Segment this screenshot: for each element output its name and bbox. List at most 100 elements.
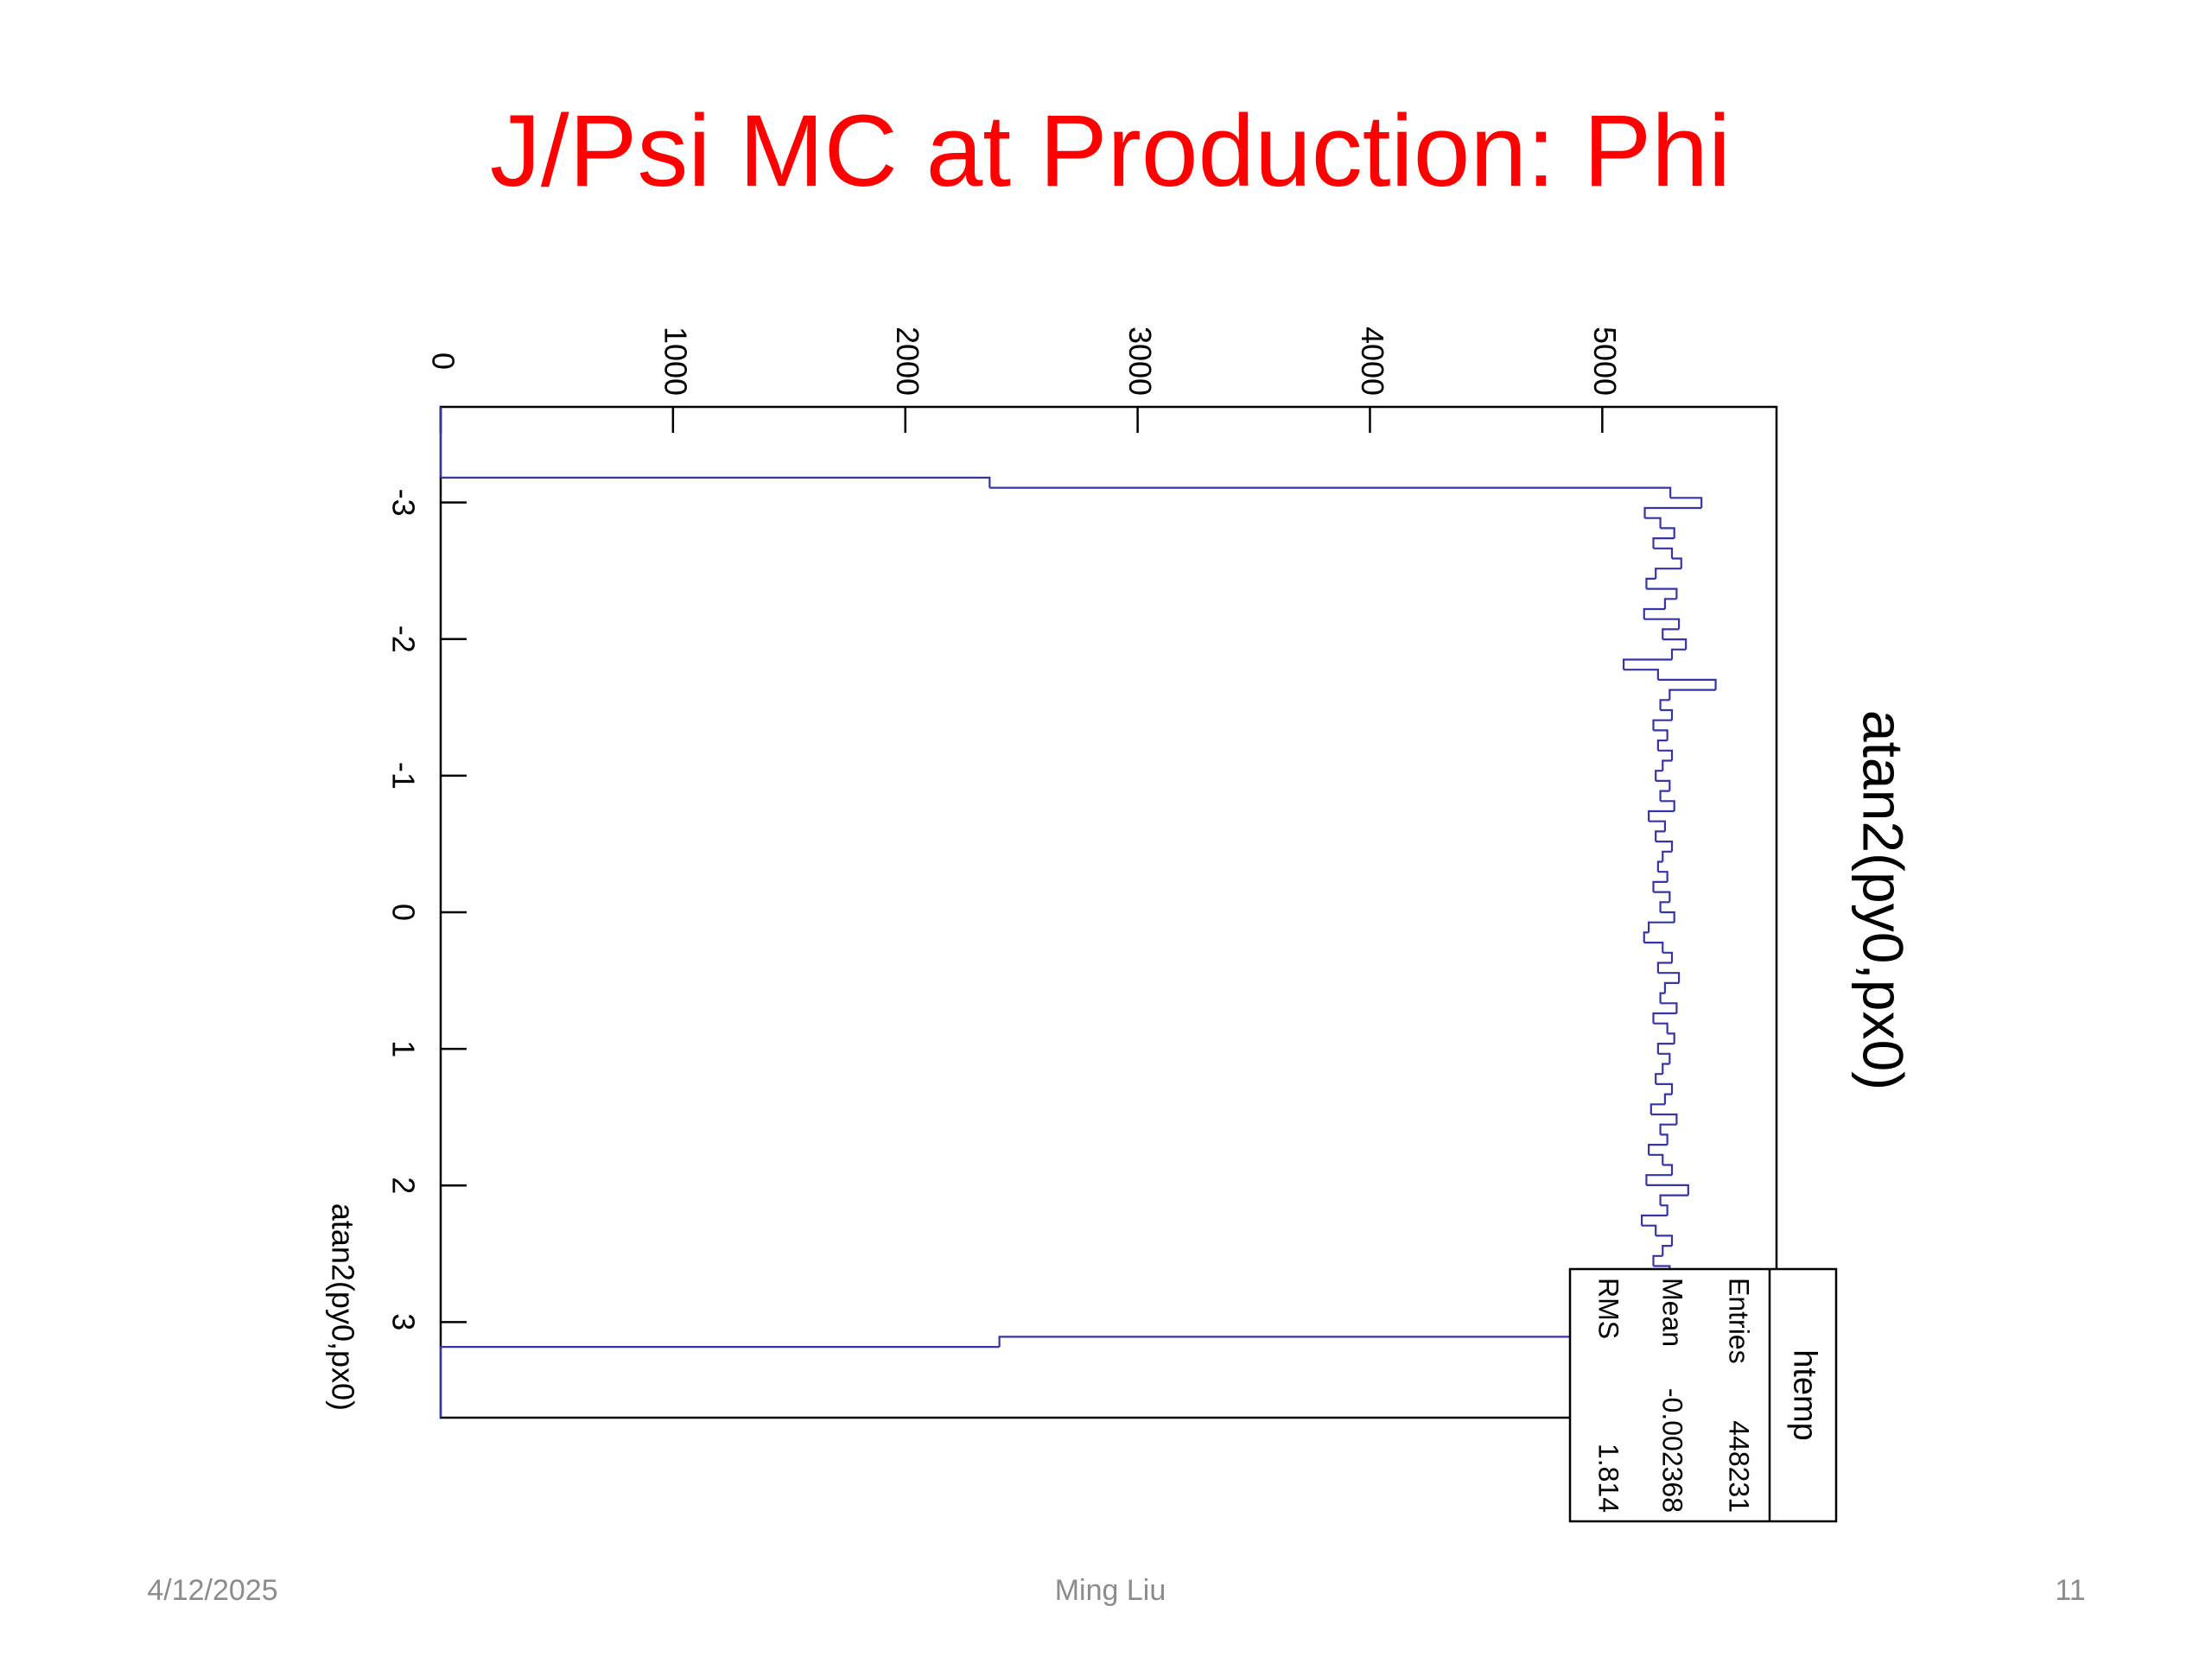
x-tick-label: -1 <box>385 762 421 790</box>
x-tick-label: 0 <box>385 904 421 921</box>
x-tick-label: 2 <box>385 1177 421 1194</box>
histogram-bin <box>1659 790 1670 802</box>
histogram-bin <box>1652 537 1675 549</box>
histogram-bin <box>1662 1245 1673 1256</box>
footer-author: Ming Liu <box>1055 1574 1166 1607</box>
histogram-bin <box>1656 1043 1675 1054</box>
histogram-bin <box>1662 1063 1670 1075</box>
y-tick-label: 0 <box>425 352 461 370</box>
histogram-bin <box>1660 527 1675 539</box>
histogram-bin <box>1672 557 1682 569</box>
y-tick-label: 1000 <box>658 327 693 396</box>
x-tick-label: -3 <box>385 489 421 517</box>
histogram-bin <box>441 476 991 488</box>
stats-label: Mean <box>1657 1278 1688 1347</box>
slide-title: J/Psi MC at Production: Phi <box>490 94 1731 208</box>
histogram-bin <box>1650 1113 1678 1125</box>
histogram-bin <box>1653 547 1674 559</box>
histogram-bin <box>1622 658 1673 670</box>
histogram-bin <box>1652 1012 1677 1024</box>
histogram-bin <box>1642 1224 1657 1236</box>
histogram-bin <box>1657 1052 1671 1064</box>
histogram-bin <box>1655 830 1665 842</box>
histogram-bin <box>1659 992 1665 1004</box>
footer-date: 4/12/2025 <box>147 1574 277 1607</box>
histogram-bin <box>1652 1254 1663 1266</box>
histogram-bin <box>1659 1123 1677 1135</box>
histogram-bin <box>1649 1103 1665 1114</box>
histogram-bin <box>998 1336 1663 1348</box>
x-axis-label: atan2(py0,px0) <box>325 1203 360 1411</box>
histogram-bin <box>1653 1022 1669 1034</box>
histogram-bin <box>989 486 1672 498</box>
histogram-bin <box>1662 759 1673 771</box>
histogram-bin <box>1624 669 1659 680</box>
y-tick-label: 5000 <box>1587 327 1623 396</box>
histogram-bin <box>1656 962 1673 974</box>
histogram-bin <box>1640 1214 1668 1226</box>
histogram-bin <box>1643 607 1665 619</box>
histogram-bin <box>1662 1164 1674 1176</box>
histogram-bin <box>1660 1133 1669 1146</box>
histogram-bin <box>1660 708 1674 720</box>
histogram-bin <box>1667 1032 1675 1044</box>
histogram-bin <box>1662 850 1673 862</box>
histogram-bin <box>1656 1235 1674 1247</box>
stats-box <box>1568 1267 1838 1523</box>
histogram-bin <box>1656 739 1668 751</box>
histogram-bin <box>1663 1093 1673 1105</box>
histogram-bin <box>1646 1184 1689 1196</box>
histogram-bin <box>1643 506 1702 518</box>
histogram-bin <box>1657 749 1674 761</box>
y-tick-label: 2000 <box>890 327 925 396</box>
histogram-bin <box>1660 911 1675 923</box>
stats-label: Entries <box>1724 1278 1755 1364</box>
histogram-bin <box>1662 638 1688 650</box>
histogram-bin <box>1660 1002 1678 1013</box>
histogram-bin <box>1646 587 1678 600</box>
histogram-bin <box>1655 770 1663 781</box>
histogram-bin <box>1660 800 1675 811</box>
histogram-bin <box>1656 1082 1674 1095</box>
histogram-bin <box>1645 1174 1673 1185</box>
histogram-bin <box>1652 880 1668 892</box>
histogram-bin <box>1649 820 1667 832</box>
histogram-bin <box>1657 678 1717 690</box>
histogram-bin <box>1669 689 1716 701</box>
plot-frame <box>439 405 1778 1419</box>
histogram-bin <box>439 1346 1000 1357</box>
histogram-bin <box>1655 1073 1663 1084</box>
histogram-bin <box>1657 871 1669 882</box>
histogram-bin <box>1648 809 1675 822</box>
x-tick-label: 1 <box>385 1040 421 1057</box>
histogram-bin <box>1662 628 1680 640</box>
histogram-bin <box>1670 648 1687 660</box>
plot: 0 1000 2000 3000 4000 5000 -3 -2 -1 0 1 2 3 atan2(py0… <box>325 327 1916 1523</box>
histogram-bin <box>1653 891 1671 903</box>
stats-value: 1.814 <box>1593 1444 1624 1513</box>
stats-name: htemp <box>1786 1349 1822 1441</box>
histogram-bin <box>1656 860 1663 873</box>
y-tick-label: 4000 <box>1355 327 1390 396</box>
histogram-bin <box>1656 779 1671 791</box>
histogram-bin <box>1643 942 1664 953</box>
x-tick-label: 3 <box>385 1313 421 1330</box>
histogram-bin <box>1662 951 1674 963</box>
histogram-bin <box>1659 699 1670 710</box>
histogram-bin <box>1663 981 1680 993</box>
histogram-bin <box>1659 1194 1688 1206</box>
histogram-bin <box>1659 901 1670 912</box>
chart-title: atan2(py0,px0) <box>1852 710 1916 1090</box>
histogram-bin <box>1648 1144 1668 1155</box>
footer-page: 11 <box>2055 1574 2085 1607</box>
histogram-bin <box>1649 1153 1664 1165</box>
histogram-bin <box>1660 1204 1669 1216</box>
histogram-bin <box>1657 972 1681 983</box>
histogram-bin <box>1655 568 1681 579</box>
histogram-bin <box>1653 729 1669 741</box>
histogram-bin <box>1670 497 1703 508</box>
stats-value: -0.002368 <box>1657 1388 1688 1513</box>
stats-label: RMS <box>1593 1278 1624 1339</box>
histogram-bin <box>1656 841 1674 852</box>
